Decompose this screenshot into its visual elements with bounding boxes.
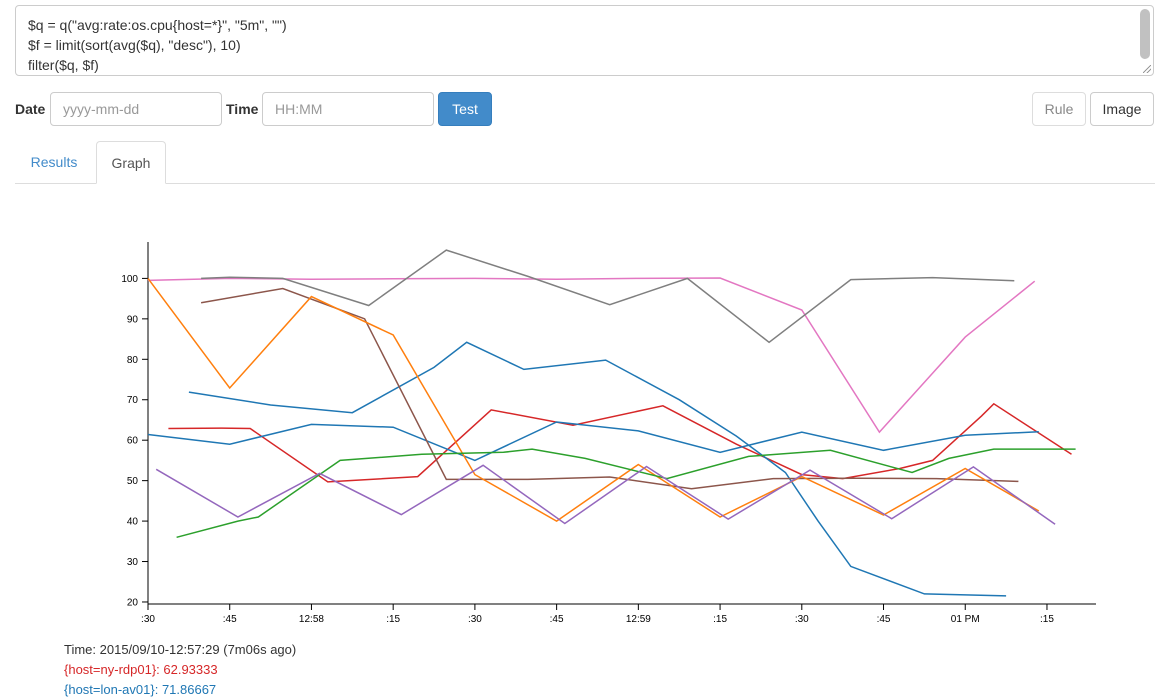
x-tick-label: :45 xyxy=(223,614,237,625)
image-button[interactable]: Image xyxy=(1090,92,1154,126)
date-input[interactable] xyxy=(50,92,222,126)
result-tabs: Results Graph xyxy=(15,141,1155,184)
y-tick-label: 30 xyxy=(127,557,139,568)
x-tick-label: 01 PM xyxy=(951,614,980,625)
legend-entry-0: {host=ny-rdp01}: 62.93333 xyxy=(64,662,218,677)
y-tick-label: 90 xyxy=(127,314,139,325)
y-tick-label: 60 xyxy=(127,436,139,447)
x-tick-label: 12:59 xyxy=(626,614,651,625)
x-tick-label: 12:58 xyxy=(299,614,324,625)
series-line-3 xyxy=(147,277,1036,434)
y-tick-label: 70 xyxy=(127,395,139,406)
tab-results[interactable]: Results xyxy=(30,154,78,170)
date-label: Date xyxy=(15,101,46,117)
time-label: Time xyxy=(226,101,259,117)
x-tick-label: :45 xyxy=(550,614,564,625)
y-tick-label: 20 xyxy=(127,597,139,608)
cpu-line-chart: 20 30 40 50 60 70 80 90 100 :30 :45 12:58 :15 :30 :45 1… xyxy=(121,242,1096,625)
x-tick-label: :45 xyxy=(877,614,891,625)
query-line-1: $q = q("avg:rate:os.cpu{host=*}", "5m", … xyxy=(28,17,287,33)
series-line-2 xyxy=(147,421,1039,462)
rule-button[interactable]: Rule xyxy=(1032,92,1086,126)
x-tick-label: :15 xyxy=(713,614,727,625)
series-line-0 xyxy=(168,402,1072,483)
editor-scrollbar[interactable] xyxy=(1140,9,1150,59)
series-line-1 xyxy=(188,341,1007,597)
tab-graph[interactable]: Graph xyxy=(96,141,166,184)
x-tick-label: :15 xyxy=(386,614,400,625)
query-line-3: filter($q, $f) xyxy=(28,57,99,73)
query-line-2: $f = limit(sort(avg($q), "desc"), 10) xyxy=(28,37,241,53)
query-editor[interactable]: $q = q("avg:rate:os.cpu{host=*}", "5m", … xyxy=(15,5,1154,76)
series-line-7 xyxy=(176,448,1076,539)
query-text[interactable]: $q = q("avg:rate:os.cpu{host=*}", "5m", … xyxy=(28,15,287,75)
y-tick-label: 80 xyxy=(127,355,139,366)
legend-entry-1: {host=lon-av01}: 71.86667 xyxy=(64,682,217,697)
resize-handle-icon[interactable] xyxy=(1143,65,1151,73)
series-line-6 xyxy=(147,277,1040,522)
series-line-5 xyxy=(200,287,1019,490)
chart-legend: Time: 2015/09/10-12:57:29 (7m06s ago) {h… xyxy=(64,640,296,700)
y-tick-label: 100 xyxy=(121,274,138,285)
x-tick-label: :30 xyxy=(795,614,809,625)
series-line-4 xyxy=(201,249,1015,344)
legend-time: Time: 2015/09/10-12:57:29 (7m06s ago) xyxy=(64,642,297,657)
test-button[interactable]: Test xyxy=(438,92,492,126)
x-tick-label: :30 xyxy=(141,614,155,625)
x-tick-label: :15 xyxy=(1040,614,1054,625)
y-tick-label: 50 xyxy=(127,476,139,487)
series-line-8 xyxy=(155,464,1056,525)
time-input[interactable] xyxy=(262,92,434,126)
x-tick-label: :30 xyxy=(468,614,482,625)
y-tick-label: 40 xyxy=(127,517,139,528)
